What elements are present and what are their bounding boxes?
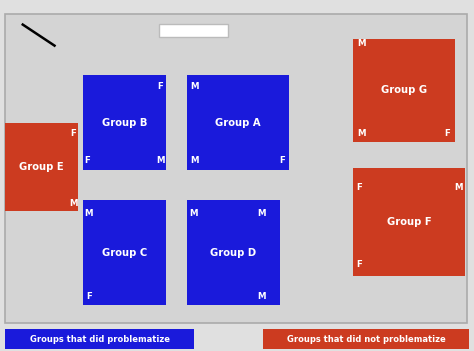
Bar [5, 329, 194, 349]
Text: M: M [257, 209, 265, 218]
Text: M: M [357, 130, 365, 138]
Text: F: F [444, 130, 450, 138]
Text: M: M [190, 82, 199, 91]
Bar [83, 75, 166, 170]
Text: F: F [157, 82, 163, 91]
Text: Group E: Group E [19, 162, 64, 172]
Text: F: F [279, 156, 285, 165]
Text: F: F [84, 156, 90, 165]
Text: Group C: Group C [102, 248, 147, 258]
Text: M: M [357, 39, 365, 48]
Text: F: F [70, 129, 76, 138]
Bar [5, 14, 467, 323]
Text: Group G: Group G [381, 85, 427, 95]
Bar [353, 168, 465, 276]
Bar [187, 75, 289, 170]
Text: Groups that did problematize: Groups that did problematize [29, 335, 170, 344]
Bar [159, 24, 228, 37]
Text: M: M [84, 209, 93, 218]
Text: F: F [356, 260, 362, 269]
Bar [83, 200, 166, 305]
Text: M: M [455, 183, 463, 192]
Text: Group B: Group B [102, 118, 147, 128]
Text: F: F [86, 292, 91, 302]
Bar [5, 123, 78, 211]
Text: M: M [69, 199, 77, 208]
Text: Group A: Group A [215, 118, 261, 128]
Bar [353, 39, 455, 142]
Text: Groups that did not problematize: Groups that did not problematize [287, 335, 446, 344]
Text: M: M [156, 156, 164, 165]
Text: M: M [190, 156, 199, 165]
Text: Group F: Group F [386, 217, 431, 227]
Text: F: F [356, 183, 362, 192]
Text: M: M [257, 292, 265, 302]
Bar [187, 200, 280, 305]
Text: M: M [190, 209, 198, 218]
Bar [263, 329, 469, 349]
Text: Group D: Group D [210, 248, 256, 258]
